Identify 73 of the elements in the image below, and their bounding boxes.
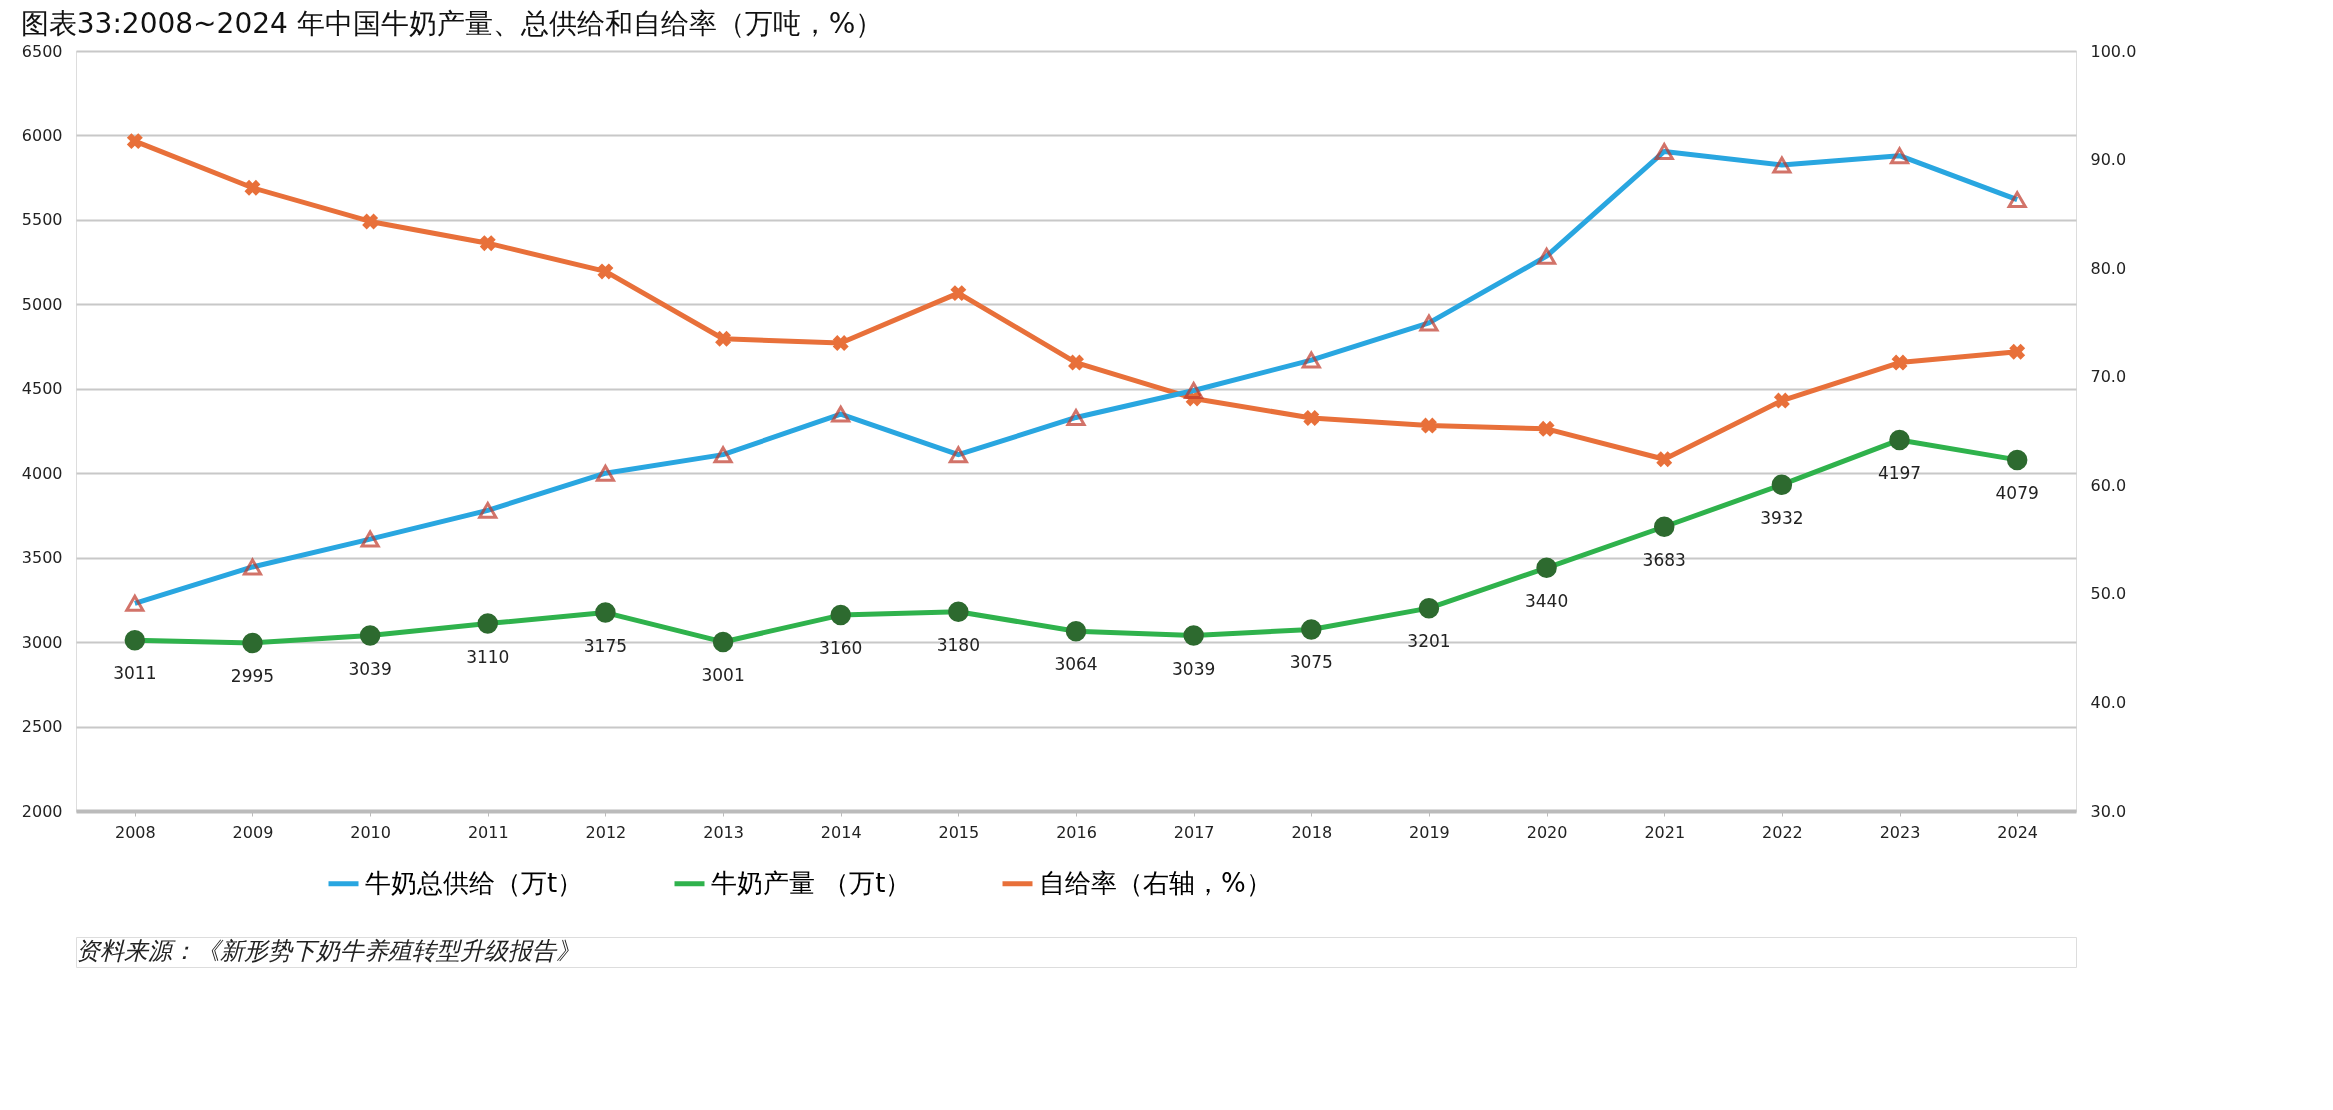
x-tick-label: 2016: [1056, 822, 1097, 842]
x-tick-label: 2015: [938, 822, 980, 842]
x-tick-label: 2012: [585, 822, 627, 842]
x-tick-label: 2011: [467, 822, 509, 842]
x-tick-label: 2020: [1526, 822, 1568, 842]
x-tick-label: 2009: [232, 822, 274, 842]
point: [832, 335, 849, 352]
y2-tick-label: 60.0: [2090, 475, 2127, 495]
y-tick-label: 6500: [21, 41, 63, 61]
data-label: 3440: [1524, 590, 1569, 611]
data-label: 2995: [230, 665, 275, 686]
point: [362, 213, 379, 230]
x-tick-label: 2010: [350, 822, 391, 842]
y-tick-label: 5000: [21, 294, 63, 314]
data-label: 3201: [1407, 631, 1451, 652]
data-label: 3932: [1760, 507, 1804, 528]
y2-tick-label: 70.0: [2090, 367, 2127, 387]
data-label: 3110: [466, 646, 510, 667]
point: [1303, 409, 1320, 426]
point: [1773, 392, 1790, 409]
y-tick-label: 5500: [21, 210, 63, 230]
point: [1656, 451, 1673, 468]
point: [1068, 354, 1084, 371]
legend-label: 自给率（右轴，%）: [1039, 867, 1272, 898]
data-label: 3175: [583, 635, 628, 656]
data-label: 4079: [1995, 482, 2039, 503]
y-tick-label: 2500: [21, 717, 63, 737]
y2-tick-label: 50.0: [2090, 584, 2127, 604]
point: [1420, 417, 1437, 434]
x-tick-label: 2018: [1291, 822, 1333, 842]
x-tick-label: 2022: [1762, 822, 1803, 842]
data-label: 3160: [819, 638, 863, 659]
x-tick-label: 2008: [114, 822, 156, 842]
data-label: 4197: [1877, 462, 1922, 483]
data-label: 3001: [701, 664, 745, 685]
x-tick-label: 2013: [703, 822, 744, 842]
chart-title: 图表33:2008~2024 年中国牛奶产量、总供给和自给率（万吨，%）: [20, 6, 884, 40]
x-tick-label: 2017: [1173, 822, 1215, 842]
data-label: 3075: [1289, 652, 1333, 673]
y-tick-label: 4500: [21, 379, 63, 399]
point: [2009, 343, 2026, 360]
y2-tick-label: 80.0: [2090, 258, 2127, 278]
data-label: 3011: [113, 663, 157, 684]
data-label: 3064: [1054, 654, 1098, 675]
point: [715, 330, 732, 347]
text: 资料来源：《新形势下奶牛养殖转型升级报告》: [76, 937, 580, 965]
y-tick-label: 3000: [21, 632, 63, 652]
legend-label: 牛奶总供给（万t）: [365, 867, 584, 898]
y-tick-label: 3500: [21, 548, 63, 568]
point: [950, 285, 967, 302]
point: [1538, 420, 1555, 437]
y2-tick-label: 90.0: [2090, 150, 2127, 170]
data-label: 3039: [348, 658, 392, 679]
x-tick-label: 2019: [1409, 822, 1450, 842]
point: [244, 179, 261, 196]
x-tick-label: 2024: [1997, 822, 2039, 842]
data-label: 3683: [1642, 549, 1686, 570]
y-tick-label: 4000: [21, 463, 63, 483]
x-tick-label: 2023: [1879, 822, 1921, 842]
point: [1891, 354, 1908, 371]
y2-tick-label: 100.0: [2090, 41, 2137, 61]
y2-tick-label: 40.0: [2090, 692, 2127, 712]
point: [479, 235, 496, 252]
x-tick-label: 2021: [1644, 822, 1686, 842]
point: [597, 263, 614, 280]
y2-tick-label: 30.0: [2090, 801, 2127, 821]
data-label: 3039: [1172, 658, 1216, 679]
x-tick-label: 2014: [820, 822, 862, 842]
y-tick-label: 2000: [21, 801, 63, 821]
y-tick-label: 6000: [21, 125, 63, 145]
legend-label: 牛奶产量 （万t）: [711, 867, 912, 898]
data-label: 3180: [936, 634, 980, 655]
point: [126, 133, 143, 150]
